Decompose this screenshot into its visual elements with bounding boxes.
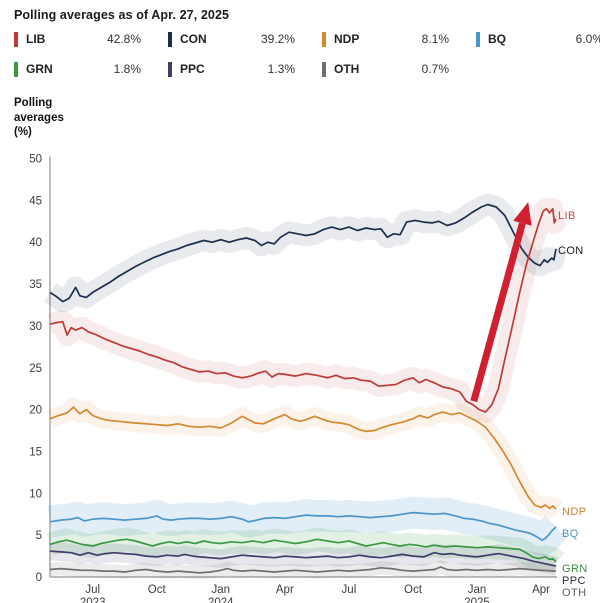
- x-tick-label: Jan: [212, 584, 231, 596]
- series-end-label-NDP: NDP: [562, 506, 586, 518]
- legend-swatch-icon: [14, 31, 18, 47]
- x-tick-label: Apr: [276, 584, 294, 596]
- x-tick-label: Apr: [532, 584, 550, 596]
- legend-party-label: GRN: [26, 62, 53, 76]
- legend-swatch-icon: [322, 61, 326, 77]
- legend-item: PPC 1.3%: [168, 61, 322, 77]
- legend-party-label: NDP: [334, 32, 360, 46]
- legend: LIB 42.8% CON 39.2% NDP 8.1% BQ 6.0% GRN…: [14, 31, 600, 77]
- legend-party-label: PPC: [180, 62, 205, 76]
- y-tick-label: 15: [29, 446, 42, 458]
- x-tick-year: 2023: [80, 597, 106, 603]
- series-end-label-BQ: BQ: [562, 528, 579, 540]
- series-line-OTH: [49, 566, 557, 574]
- series-line-CON: [49, 203, 557, 303]
- legend-item: OTH 0.7%: [322, 61, 476, 77]
- x-tick-label: Jul: [85, 584, 100, 596]
- legend-item: CON 39.2%: [168, 31, 322, 47]
- legend-item: GRN 1.8%: [14, 61, 168, 77]
- y-tick-label: 25: [29, 363, 42, 375]
- trend-arrow-head: [513, 202, 532, 226]
- y-tick-label: 35: [29, 279, 42, 291]
- y-tick-label: 0: [36, 572, 42, 584]
- series-line-GRN: [49, 538, 557, 563]
- series-line-LIB: [49, 207, 557, 413]
- legend-party-value: 1.8%: [113, 62, 141, 76]
- legend-party-label: BQ: [488, 32, 506, 46]
- legend-party-label: OTH: [334, 62, 360, 76]
- y-tick-label: 45: [29, 195, 42, 207]
- y-tick-label: 50: [29, 154, 42, 166]
- legend-swatch-icon: [476, 31, 480, 47]
- x-tick-label: Oct: [404, 584, 423, 596]
- series-end-label-CON: CON: [558, 245, 584, 257]
- series-end-label-LIB: LIB: [558, 210, 576, 222]
- x-tick-label: Jul: [342, 584, 357, 596]
- legend-item: BQ 6.0%: [476, 31, 600, 47]
- trend-arrow-shaft: [470, 222, 526, 403]
- series-line-BQ: [49, 511, 557, 542]
- legend-party-value: 39.2%: [260, 32, 295, 46]
- legend-party-value: 6.0%: [575, 32, 600, 46]
- x-tick-label: Oct: [148, 584, 167, 596]
- legend-swatch-icon: [14, 61, 18, 77]
- legend-swatch-icon: [322, 31, 326, 47]
- y-tick-label: 30: [29, 321, 42, 333]
- series-line-NDP: [49, 406, 557, 510]
- series-end-label-GRN: GRN: [562, 563, 588, 575]
- legend-party-label: LIB: [26, 32, 46, 46]
- series-end-label-OTH: OTH: [562, 587, 586, 599]
- legend-party-label: CON: [180, 32, 207, 46]
- y-tick-label: 40: [29, 237, 42, 249]
- legend-swatch-icon: [168, 31, 172, 47]
- page-title: Polling averages as of Apr. 27, 2025: [14, 8, 230, 22]
- legend-party-value: 0.7%: [421, 62, 449, 76]
- y-tick-label: 20: [29, 405, 42, 417]
- y-tick-label: 5: [36, 530, 42, 542]
- series-end-label-PPC: PPC: [562, 575, 586, 587]
- legend-item: NDP 8.1%: [322, 31, 476, 47]
- legend-party-value: 1.3%: [267, 62, 295, 76]
- y-axis-title: Polling averages (%): [14, 97, 64, 139]
- legend-party-value: 42.8%: [106, 32, 141, 46]
- x-tick-label: Jan: [468, 584, 487, 596]
- series-band-CON: [44, 193, 567, 313]
- x-tick-year: 2024: [208, 597, 234, 603]
- y-tick-label: 10: [29, 488, 42, 500]
- x-tick-year: 2025: [464, 597, 490, 603]
- legend-party-value: 8.1%: [421, 32, 449, 46]
- legend-item: LIB 42.8%: [14, 31, 168, 47]
- legend-swatch-icon: [168, 61, 172, 77]
- series-line-PPC: [49, 550, 557, 567]
